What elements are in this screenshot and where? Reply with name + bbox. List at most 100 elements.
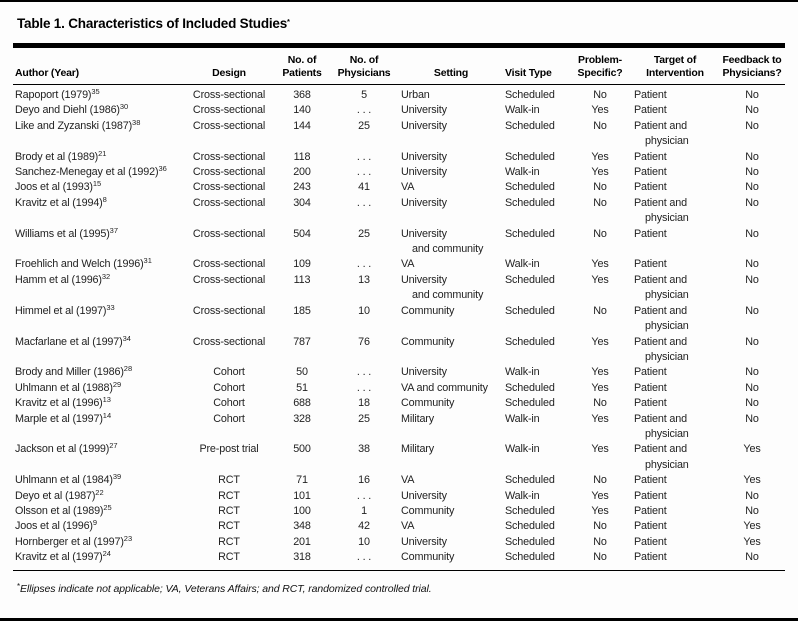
study-characteristics-table: Author (Year) Design No. of Patients No. of…	[13, 48, 785, 566]
cell-feedback: Yes	[743, 535, 761, 548]
cell-target: Patient and physician	[634, 273, 689, 302]
cell-target: Patient and physician	[634, 335, 689, 363]
cell-setting: VA	[401, 258, 415, 271]
reference-superscript: 34	[122, 333, 131, 343]
cell-setting: University	[401, 150, 447, 163]
cell-visit_type: Scheduled	[505, 504, 555, 517]
cell-author: Brody et al (1989)21	[15, 148, 107, 163]
top-rule	[0, 0, 798, 2]
cell-problem_specific: No	[593, 551, 607, 564]
cell-setting: Community	[401, 504, 455, 517]
cell-target: Patient and physician	[634, 119, 689, 148]
cell-problem_specific: No	[593, 181, 607, 194]
cell-author: Williams et al (1995)37	[15, 225, 118, 240]
cell-patients: 318	[293, 551, 311, 564]
cell-visit_type: Scheduled	[505, 227, 555, 240]
cell-problem_specific: Yes	[591, 504, 609, 517]
cell-target: Patient and physician	[634, 412, 689, 440]
cell-problem_specific: No	[593, 119, 607, 132]
cell-design: Cross-sectional	[192, 335, 266, 348]
cell-design: Cross-sectional	[192, 119, 266, 132]
footnote-rule	[13, 569, 785, 572]
cell-visit_type: Scheduled	[505, 335, 555, 348]
table-body: Rapoport (1979)35 Cross-sectional 368 5 Urba…	[13, 85, 785, 566]
cell-setting: University	[401, 119, 447, 132]
cell-physicians: . . .	[356, 366, 372, 379]
cell-feedback: No	[745, 89, 759, 101]
cell-target: Patient and physician	[634, 196, 689, 225]
header-cell-physicians: No. of Physicians	[329, 48, 399, 85]
cell-setting: VA	[401, 181, 415, 194]
cell-physicians: . . .	[356, 196, 372, 209]
cell-design: Cross-sectional	[192, 196, 266, 209]
cell-author: Joos et al (1993)15	[15, 179, 102, 194]
cell-physicians: 25	[358, 412, 370, 425]
cell-patients: 140	[293, 104, 311, 117]
cell-problem_specific: Yes	[591, 412, 609, 425]
cell-visit_type: Scheduled	[505, 397, 555, 410]
cell-physicians: . . .	[356, 551, 372, 564]
cell-problem_specific: Yes	[591, 150, 609, 163]
cell-author: Hamm et al (1996)32	[15, 271, 111, 286]
cell-physicians: 25	[358, 227, 370, 240]
cell-setting: University and community	[401, 273, 484, 302]
cell-visit_type: Scheduled	[505, 196, 555, 209]
cell-problem_specific: No	[593, 474, 607, 487]
cell-physicians: 38	[358, 443, 370, 456]
table-row: Hamm et al (1996)32 Cross-sectional 113 13 U…	[13, 273, 785, 304]
table-row: Like and Zyzanski (1987)38 Cross-sectiona…	[13, 119, 785, 150]
cell-design: RCT	[218, 504, 240, 517]
table-row: Deyo and Diehl (1986)30 Cross-sectional 14…	[13, 103, 785, 118]
cell-author: Hornberger et al (1997)23	[15, 533, 133, 548]
cell-visit_type: Scheduled	[505, 381, 555, 394]
cell-author: Sanchez-Menegay et al (1992)36	[15, 164, 167, 179]
cell-design: Cohort	[213, 381, 245, 394]
cell-physicians: . . .	[356, 150, 372, 163]
cell-physicians: 16	[358, 474, 370, 487]
cell-design: Cohort	[213, 397, 245, 410]
cell-physicians: . . .	[356, 489, 372, 502]
reference-superscript: 39	[112, 472, 122, 482]
cell-setting: Military	[401, 412, 434, 425]
cell-problem_specific: No	[593, 535, 607, 548]
title-footnote-marker: *	[287, 17, 290, 26]
cell-target: Patient	[634, 504, 667, 517]
cell-design: Cross-sectional	[192, 166, 266, 179]
cell-patients: 688	[293, 397, 311, 410]
cell-setting: Community	[401, 304, 455, 317]
table-row: Joos et al (1996)9 RCT 348 42 VA Scheduled No P…	[13, 519, 785, 534]
cell-problem_specific: Yes	[591, 273, 609, 286]
table-row: Joos et al (1993)15 Cross-sectional 243 41 V…	[13, 180, 785, 195]
cell-target: Patient	[634, 474, 667, 487]
cell-setting: Urban	[401, 89, 430, 101]
table-header: Author (Year) Design No. of Patients No. of…	[13, 48, 785, 85]
cell-target: Patient	[634, 166, 667, 179]
cell-design: RCT	[218, 520, 240, 533]
cell-physicians: 25	[358, 119, 370, 132]
reference-superscript: 23	[123, 533, 133, 543]
cell-setting: Military	[401, 443, 434, 456]
cell-author: Like and Zyzanski (1987)38	[15, 117, 141, 132]
cell-physicians: 41	[358, 181, 370, 194]
cell-target: Patient	[634, 104, 667, 117]
cell-patients: 328	[293, 412, 311, 425]
cell-feedback: No	[745, 489, 759, 502]
cell-visit_type: Walk-in	[505, 412, 540, 425]
cell-problem_specific: Yes	[591, 366, 609, 379]
cell-author: Olsson et al (1989)25	[15, 502, 112, 517]
cell-setting: Community	[401, 335, 455, 348]
reference-superscript: 9	[92, 518, 98, 528]
cell-author: Uhlmann et al (1984)39	[15, 472, 122, 487]
cell-feedback: No	[745, 166, 759, 179]
cell-author: Rapoport (1979)35	[15, 87, 100, 101]
cell-design: Cohort	[213, 366, 245, 379]
cell-author: Uhlmann et al (1988)29	[15, 379, 122, 394]
table-row: Uhlmann et al (1988)29 Cohort 51 . . . VA an…	[13, 379, 785, 396]
cell-design: RCT	[218, 489, 240, 502]
cell-patients: 50	[296, 366, 308, 379]
cell-author: Joos et al (1996)9	[15, 518, 98, 533]
cell-feedback: No	[745, 551, 759, 564]
cell-target: Patient	[634, 227, 667, 240]
cell-feedback: No	[745, 412, 759, 425]
cell-visit_type: Scheduled	[505, 181, 555, 194]
